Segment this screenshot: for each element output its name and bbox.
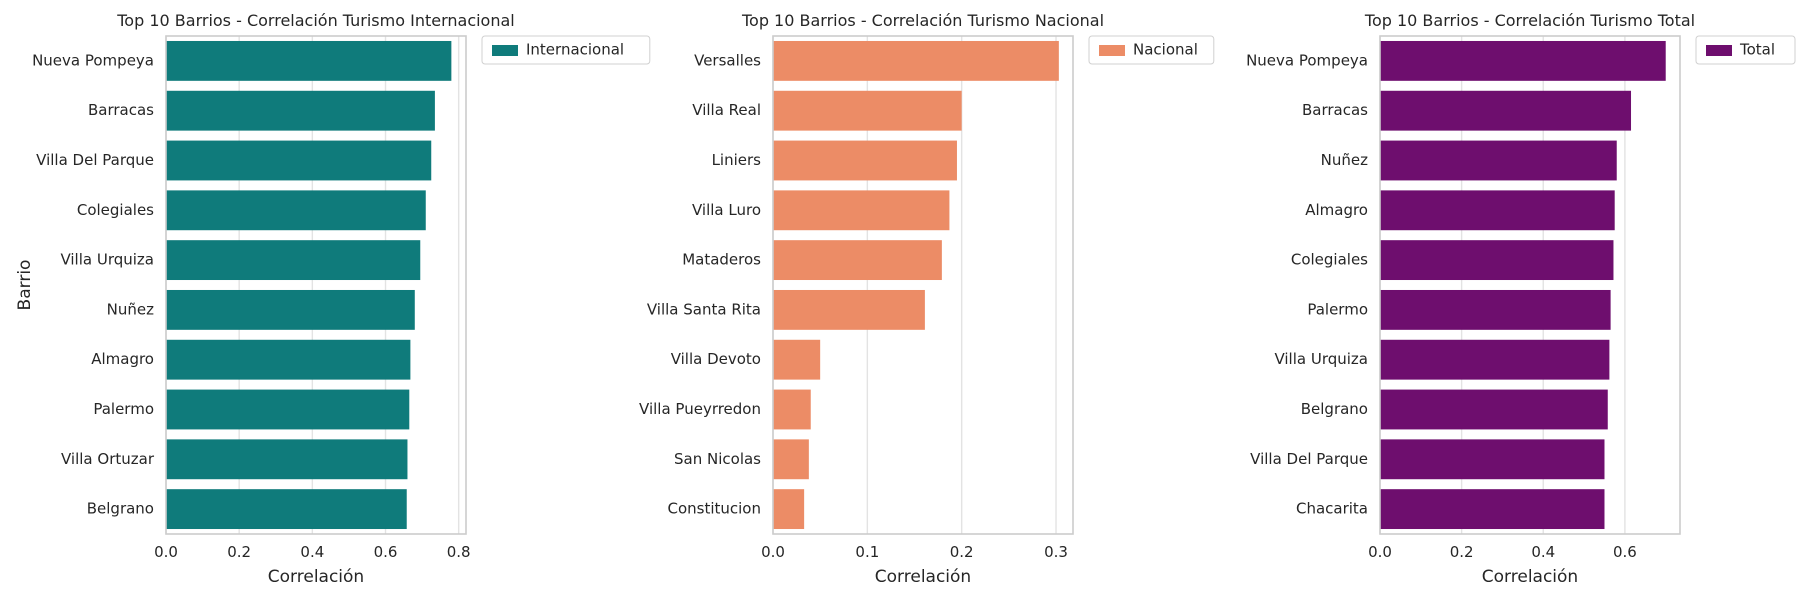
bar-9 [1380, 439, 1605, 480]
x-axis-label: Correlación [268, 567, 364, 587]
bar-8 [773, 389, 811, 430]
bar-1 [166, 40, 452, 81]
y-tick-label: Nueva Pompeya [32, 51, 154, 69]
x-tick-label: 0.3 [1044, 543, 1068, 561]
chart-panel-2: Versalles Villa Real Liniers Villa Luro Mata… [639, 11, 1215, 587]
bar-3 [773, 140, 957, 181]
y-tick-label: Nuñez [1321, 151, 1368, 169]
y-tick-label: Colegiales [77, 201, 154, 219]
bar-7 [166, 339, 411, 380]
legend-swatch [1099, 45, 1125, 56]
legend-swatch [1706, 45, 1732, 56]
y-tick-label: Villa Santa Rita [647, 300, 761, 318]
bar-10 [1380, 489, 1605, 530]
x-tick-label: 0.1 [855, 543, 879, 561]
chart-panel-3: Nueva Pompeya Barracas Nuñez Almagro Colegia… [1246, 11, 1796, 587]
x-tick-label: 0.2 [950, 543, 974, 561]
legend-box [481, 35, 651, 65]
y-tick-label: Nuñez [107, 300, 154, 318]
x-tick-label: 0.0 [1368, 543, 1392, 561]
axes-frame [772, 35, 1074, 535]
bar-1 [1380, 40, 1666, 81]
y-tick-label: Colegiales [1291, 251, 1368, 269]
bar-7 [1380, 339, 1610, 380]
bar-7 [773, 339, 821, 380]
bar-9 [773, 439, 809, 480]
y-tick-label: Palermo [1307, 300, 1368, 318]
x-tick-label: 0.6 [374, 543, 398, 561]
y-tick-label: Liniers [712, 151, 762, 169]
axes-frame [165, 35, 467, 535]
y-tick-label: Villa Luro [692, 201, 761, 219]
legend-label: Nacional [1133, 41, 1198, 59]
bar-6 [166, 289, 415, 330]
y-tick-label: Belgrano [1301, 400, 1368, 418]
bar-9 [166, 439, 408, 480]
bar-5 [166, 240, 421, 281]
bar-2 [773, 90, 962, 131]
y-axis-label: Barrio [15, 260, 35, 311]
x-tick-label: 0.4 [1531, 543, 1555, 561]
bar-4 [773, 190, 950, 231]
y-tick-label: Almagro [91, 350, 154, 368]
bar-1 [773, 40, 1059, 81]
y-tick-label: Villa Devoto [671, 350, 761, 368]
bar-8 [1380, 389, 1608, 430]
bar-10 [166, 489, 407, 530]
y-tick-label: Barracas [1302, 101, 1368, 119]
bar-6 [1380, 289, 1611, 330]
x-tick-label: 0.2 [227, 543, 251, 561]
bar-5 [1380, 240, 1614, 281]
x-tick-label: 0.4 [300, 543, 324, 561]
legend-swatch [492, 45, 518, 56]
y-tick-label: Villa Urquiza [1274, 350, 1368, 368]
chart-panel-1: Nueva Pompeya Barracas Villa Del Parque Col… [15, 11, 651, 587]
bar-3 [166, 140, 432, 181]
y-tick-label: Villa Urquiza [60, 251, 154, 269]
y-tick-label: Villa Del Parque [36, 151, 154, 169]
y-tick-label: Villa Pueyrredon [639, 400, 761, 418]
chart-title: Top 10 Barrios - Correlación Turismo Nac… [741, 11, 1104, 30]
y-tick-label: San Nicolas [674, 450, 761, 468]
x-axis-label: Correlación [1482, 567, 1578, 587]
x-axis-label: Correlación [875, 567, 971, 587]
chart-title: Top 10 Barrios - Correlación Turismo Tot… [1364, 11, 1695, 30]
y-tick-label: Almagro [1305, 201, 1368, 219]
bar-10 [773, 489, 805, 530]
x-tick-label: 0.2 [1450, 543, 1474, 561]
legend: Internacional [481, 35, 651, 65]
legend: Total [1695, 35, 1796, 65]
legend-label: Total [1739, 41, 1775, 59]
bar-5 [773, 240, 942, 281]
bar-3 [1380, 140, 1617, 181]
bar-4 [166, 190, 426, 231]
bar-2 [166, 90, 435, 131]
y-tick-label: Palermo [93, 400, 154, 418]
bar-6 [773, 289, 925, 330]
y-tick-label: Mataderos [682, 251, 761, 269]
x-tick-label: 0.8 [447, 543, 471, 561]
legend: Nacional [1088, 35, 1215, 65]
axes-frame [1379, 35, 1681, 535]
bar-4 [1380, 190, 1615, 231]
chart-title: Top 10 Barrios - Correlación Turismo Int… [116, 11, 514, 30]
y-tick-label: Belgrano [87, 500, 154, 518]
bar-2 [1380, 90, 1632, 131]
y-tick-label: Chacarita [1296, 500, 1368, 518]
y-tick-label: Villa Ortuzar [61, 450, 155, 468]
x-tick-label: 0.6 [1613, 543, 1637, 561]
legend-box [1088, 35, 1215, 65]
y-tick-label: Villa Real [692, 101, 761, 119]
legend-label: Internacional [526, 41, 624, 59]
y-tick-label: Nueva Pompeya [1246, 51, 1368, 69]
x-tick-label: 0.0 [761, 543, 785, 561]
x-tick-label: 0.0 [154, 543, 178, 561]
y-tick-label: Versalles [694, 51, 761, 69]
legend-box [1695, 35, 1796, 65]
bar-8 [166, 389, 410, 430]
y-tick-label: Constitucion [667, 500, 761, 518]
y-tick-label: Barracas [88, 101, 154, 119]
y-tick-label: Villa Del Parque [1250, 450, 1368, 468]
